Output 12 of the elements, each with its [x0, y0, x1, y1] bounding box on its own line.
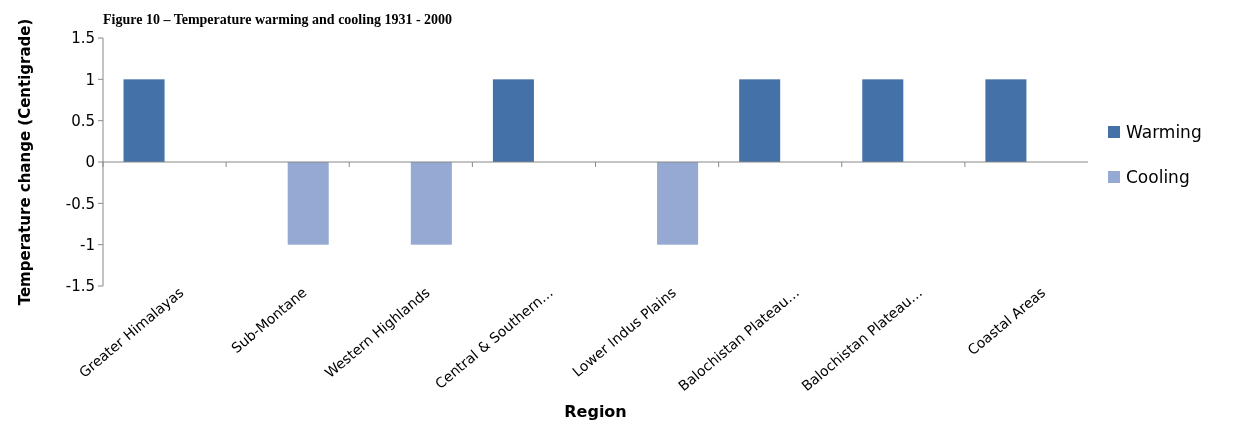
legend-label: Warming: [1126, 121, 1202, 142]
y-tick-label: 1: [85, 70, 95, 89]
chart-title: Figure 10 – Temperature warming and cooling 1931 - 2000: [103, 12, 453, 27]
y-tick-label: -1.5: [65, 277, 95, 296]
y-tick-label: 0.5: [71, 111, 95, 130]
y-tick-label: -0.5: [65, 194, 95, 213]
y-tick-label: 1.5: [71, 29, 95, 48]
x-axis-title: Region: [564, 402, 627, 421]
legend-label: Cooling: [1126, 166, 1190, 187]
y-axis-title: Temperature change (Centigrade): [16, 18, 34, 306]
y-tick-label: 0: [85, 153, 95, 172]
y-tick-label: -1: [80, 235, 95, 254]
